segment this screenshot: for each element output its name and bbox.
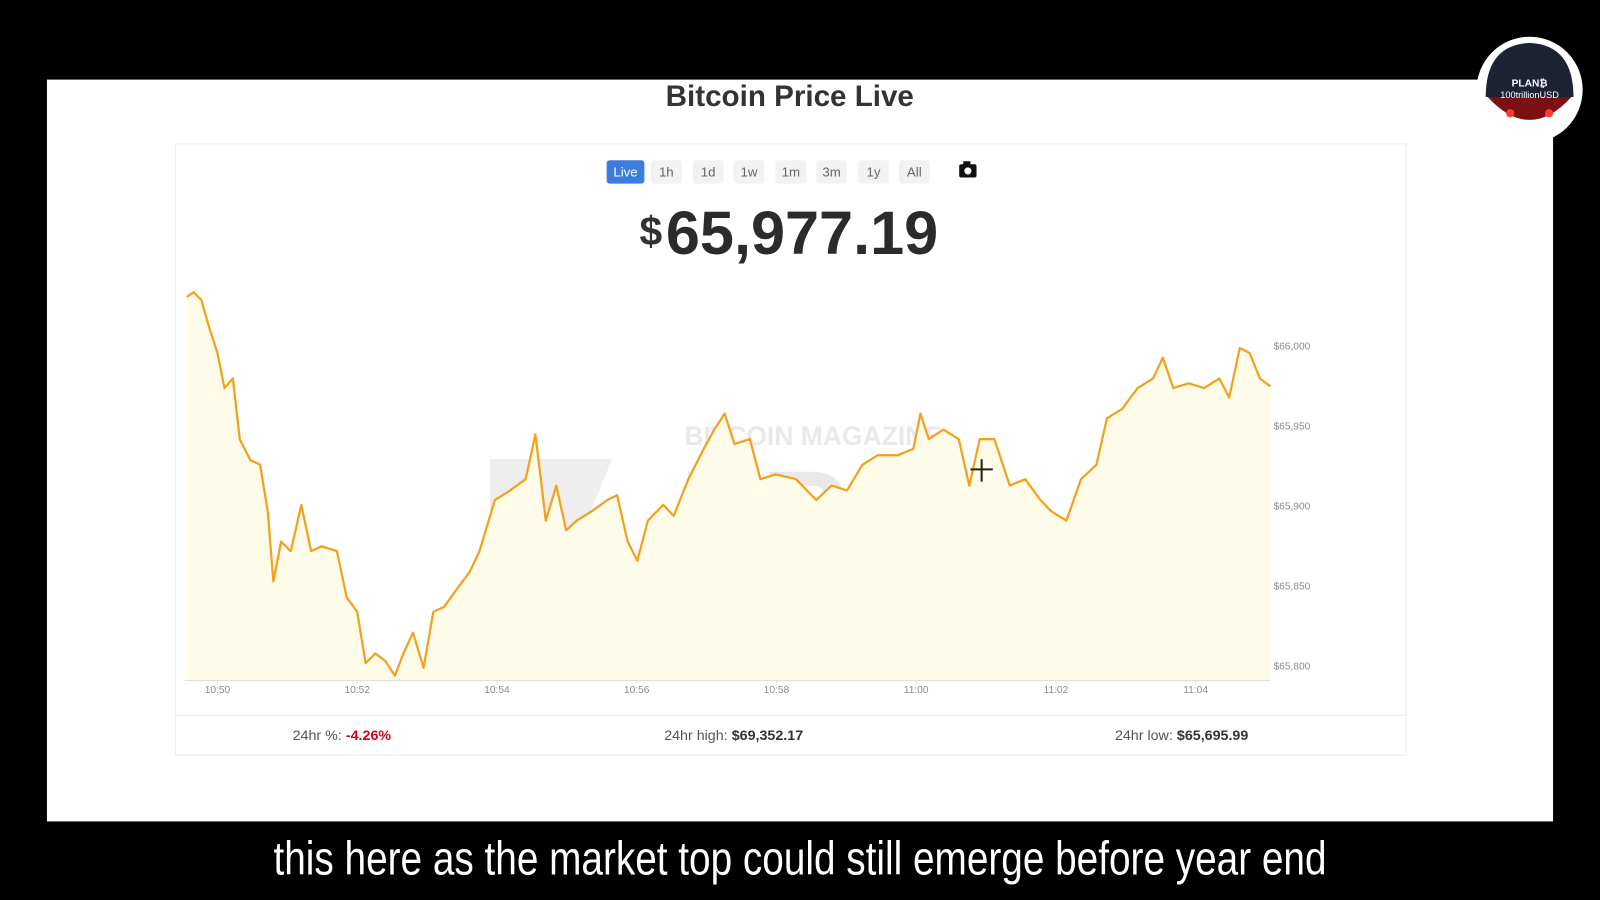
button-label: 1h	[659, 165, 674, 180]
logo-subtitle: 100trillionUSD	[1500, 90, 1559, 100]
camera-top	[963, 161, 971, 166]
logo-eye	[1506, 109, 1515, 118]
button-bg	[816, 160, 847, 184]
stat-label: 24hr %:	[293, 728, 342, 744]
x-tick-label: 10:54	[484, 685, 510, 696]
y-tick-label: $65,850	[1273, 581, 1310, 592]
stat-value: $65,695.99	[1177, 728, 1248, 744]
channel-logo: PLAN₿ 100trillionUSD	[1476, 36, 1583, 143]
crosshair-cursor	[970, 459, 993, 482]
button-bg	[775, 160, 807, 184]
stat-label: 24hr low:	[1115, 728, 1173, 744]
x-tick-label: 11:00	[904, 685, 929, 696]
stat: 24hr %: -4.26%	[293, 728, 392, 744]
range-button[interactable]: All	[898, 160, 930, 184]
button-label: All	[907, 165, 922, 180]
y-tick-label: $65,950	[1273, 421, 1310, 432]
price-value: 65,977.19	[666, 199, 938, 267]
x-tick-label: 11:04	[1183, 685, 1208, 696]
price-currency: $	[640, 208, 663, 254]
button-label: 1w	[741, 165, 758, 180]
range-button[interactable]: 3m	[816, 160, 847, 184]
button-bg	[606, 160, 645, 184]
logo-eye	[1544, 109, 1554, 118]
price-line	[186, 291, 1272, 677]
button-bg	[733, 160, 765, 184]
button-bg	[651, 160, 682, 184]
range-button[interactable]: 1h	[651, 160, 682, 184]
range-button[interactable]: 1d	[692, 160, 724, 184]
camera-lens	[964, 167, 972, 175]
button-label: 1d	[701, 165, 716, 180]
button-label: 1m	[782, 165, 800, 180]
page-title: Bitcoin Price Live	[666, 80, 914, 113]
stat-label: 24hr high:	[664, 728, 727, 744]
stat-value: $69,352.17	[732, 728, 803, 744]
button-bg	[858, 160, 889, 184]
y-tick-label: $65,900	[1273, 501, 1310, 512]
button-bg	[898, 160, 930, 184]
video-subtitle: this here as the market top could still …	[273, 832, 1326, 884]
logo-cap	[1485, 42, 1574, 97]
stat: 24hr high: $69,352.17	[664, 728, 803, 744]
price-area	[186, 292, 1271, 681]
logo-title: PLAN₿	[1512, 78, 1548, 90]
range-button[interactable]: 1w	[733, 160, 765, 184]
x-tick-label: 10:50	[205, 685, 231, 696]
range-button[interactable]: 1m	[775, 160, 807, 184]
button-label: 3m	[822, 165, 840, 180]
x-tick-label: 10:56	[624, 685, 650, 696]
stats-row: 24hr %: -4.26% 24hr high: $69,352.17 24hr lo…	[293, 728, 1249, 744]
x-tick-label: 10:58	[764, 685, 790, 696]
range-button[interactable]: 1y	[858, 160, 889, 184]
x-tick-label: 11:02	[1044, 685, 1069, 696]
button-label: 1y	[866, 165, 880, 180]
y-tick-label: $66,000	[1273, 342, 1310, 353]
plot: $65,800 $65,850 $65,900 $65,950 $66,000 10:50…	[184, 291, 1311, 696]
button-label: Live	[613, 165, 637, 180]
camera-icon[interactable]	[959, 161, 977, 178]
stat-value: -4.26%	[346, 728, 392, 744]
stat: 24hr low: $65,695.99	[1115, 728, 1248, 744]
y-tick-label: $65,800	[1273, 661, 1310, 672]
x-tick-label: 10:52	[344, 685, 370, 696]
button-bg	[692, 160, 724, 184]
range-button[interactable]: Live	[606, 160, 645, 184]
